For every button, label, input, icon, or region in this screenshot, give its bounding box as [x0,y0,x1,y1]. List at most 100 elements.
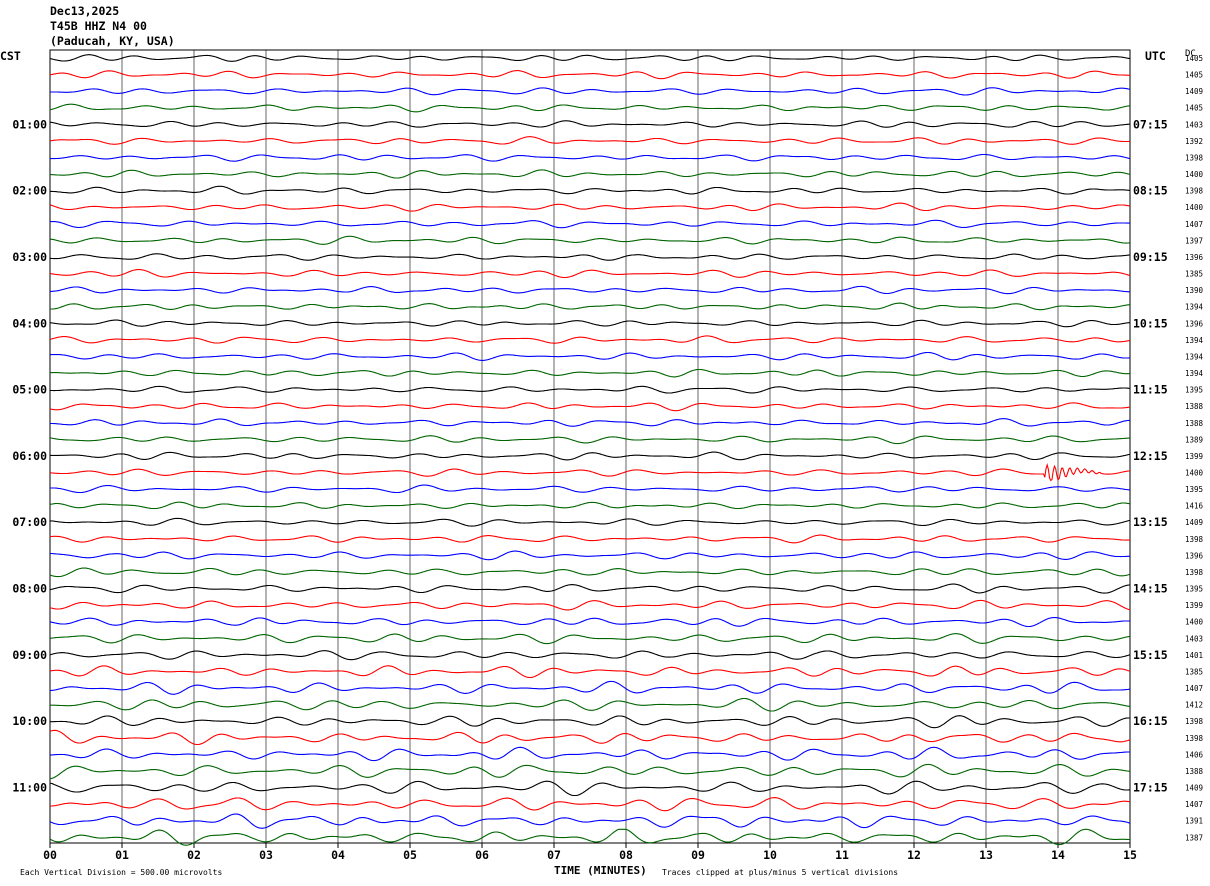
dc-offset-label: 1394 [1185,303,1204,312]
plot-frame [49,49,1131,844]
dc-offset-label: 1397 [1185,236,1203,245]
seismic-trace [49,501,1131,510]
x-tick-label: 04 [331,848,345,862]
x-tick-label: 06 [475,848,489,862]
x-tick-label: 02 [187,848,201,862]
dc-offset-label: 1398 [1185,717,1204,726]
seismic-trace [49,697,1131,712]
seismic-trace [49,335,1131,344]
seismic-trace [50,451,1131,461]
right-hour-label: 17:15 [1133,781,1168,795]
seismic-trace [50,715,1130,729]
dc-offset-label: 1395 [1185,585,1203,594]
x-tick-label: 09 [691,848,705,862]
left-axis-title: CST [0,49,21,63]
left-hour-label: 07:00 [12,515,47,529]
dc-offset-label: 1412 [1185,701,1203,710]
right-hour-label: 13:15 [1133,515,1168,529]
seismic-trace [49,550,1131,561]
left-hour-label: 03:00 [12,250,47,264]
seismic-trace [49,534,1131,544]
seismic-trace [49,253,1131,261]
dc-offset-label: 1407 [1185,800,1203,809]
dc-offset-label: 1398 [1185,734,1204,743]
seismic-trace [49,268,1131,279]
seismic-trace [49,385,1131,394]
dc-offset-label: 1405 [1185,104,1203,113]
dc-offset-label: 1400 [1185,618,1204,627]
dc-offset-label: 1388 [1185,402,1204,411]
left-hour-label: 09:00 [12,648,47,662]
seismic-trace [49,780,1131,797]
left-hour-label: 05:00 [12,383,47,397]
seismic-trace [49,120,1130,128]
right-hour-label: 08:15 [1133,184,1168,198]
seismic-trace [49,319,1131,328]
dc-offset-label: 1394 [1185,336,1204,345]
dc-offset-label: 1409 [1185,518,1203,527]
dc-offset-label: 1396 [1185,319,1204,328]
x-tick-label: 11 [835,848,849,862]
dc-offset-label: 1405 [1185,54,1203,63]
seismic-trace [50,285,1130,295]
x-tick-label: 00 [43,848,57,862]
x-axis-title: TIME (MINUTES) [554,864,647,877]
seismic-trace [49,599,1131,611]
dc-offset-label: 1399 [1185,452,1203,461]
dc-offset-label: 1388 [1185,767,1204,776]
dc-offset-label: 1407 [1185,220,1203,229]
seismic-trace [49,435,1130,445]
seismic-trace [50,368,1131,378]
dc-offset-label: 1389 [1185,435,1203,444]
dc-offset-label: 1391 [1185,817,1203,826]
seismic-trace [49,219,1130,229]
dc-offset-label: 1390 [1185,286,1204,295]
dc-offset-label: 1398 [1185,568,1204,577]
right-hour-label: 07:15 [1133,117,1168,131]
dc-offset-label: 1398 [1185,535,1204,544]
dc-offset-label: 1385 [1185,270,1203,279]
seismic-trace [49,763,1131,780]
seismic-trace [49,665,1131,679]
dc-offset-label: 1396 [1185,253,1204,262]
seismic-trace [49,70,1130,80]
dc-offset-label: 1398 [1185,187,1204,196]
dc-offset-label: 1409 [1185,87,1203,96]
right-hour-label: 11:15 [1133,383,1168,397]
seismic-trace [49,517,1131,527]
seismic-trace [49,650,1131,661]
x-tick-label: 12 [907,848,921,862]
dc-offset-label: 1387 [1185,833,1203,842]
dc-offset-label: 1403 [1185,120,1203,129]
clip-note: Traces clipped at plus/minus 5 vertical … [662,868,899,877]
seismic-trace [49,567,1131,578]
seismic-trace [49,463,1131,482]
dc-offset-label: 1400 [1185,170,1204,179]
x-tick-label: 08 [619,848,633,862]
dc-offset-label: 1396 [1185,551,1204,560]
dc-offset-label: 1388 [1185,419,1204,428]
dc-offset-label: 1392 [1185,137,1203,146]
scale-note: Each Vertical Division = 500.00 microvol… [20,868,223,877]
left-hour-label: 04:00 [12,316,47,330]
dc-offset-label: 1399 [1185,601,1203,610]
header-date: Dec13,2025 [50,4,120,18]
x-tick-label: 05 [403,848,417,862]
x-tick-label: 15 [1123,848,1137,862]
dc-offset-label: 1394 [1185,352,1204,361]
right-hour-label: 09:15 [1133,250,1168,264]
seismic-trace [49,351,1131,361]
seismic-trace [49,418,1130,427]
seismic-trace [50,680,1131,695]
seismic-trace [49,202,1131,212]
seismic-trace [49,54,1131,62]
dc-offset-label: 1400 [1185,469,1204,478]
right-axis-title: UTC [1145,49,1166,63]
dc-offset-label: 1398 [1185,153,1204,162]
dc-offset-label: 1416 [1185,502,1204,511]
seismic-trace [49,813,1131,829]
left-hour-label: 08:00 [12,582,47,596]
dc-offset-label: 1394 [1185,369,1204,378]
right-hour-label: 12:15 [1133,449,1168,463]
